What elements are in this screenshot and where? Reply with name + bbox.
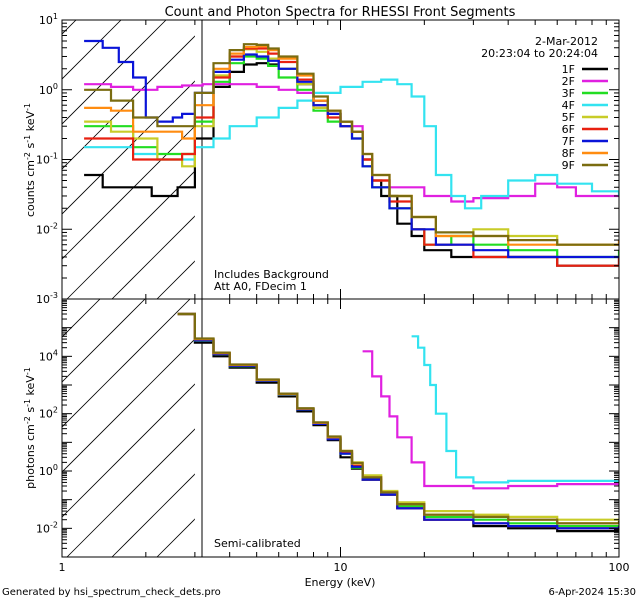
series-4F-count-spectrum (84, 78, 619, 210)
y-tick-label: 100 (39, 82, 58, 97)
hatch-line (427, 0, 640, 299)
date-label: 2-Mar-2012 (535, 35, 598, 48)
series-8F-count-spectrum (84, 45, 619, 246)
x-tick-label: 1 (59, 561, 66, 574)
series-1F-photon-spectrum (177, 312, 619, 533)
hatch-line (427, 157, 640, 557)
photon-y-label-part: s (24, 407, 37, 416)
y-tick-label: 100 (39, 463, 58, 478)
photon-annotation-calibration: Semi-calibrated (214, 537, 301, 550)
photon-y-label-part: photons cm (24, 424, 37, 489)
x-ticks: 1 10 100 (59, 20, 630, 574)
hatch-line (62, 299, 146, 383)
photon-hatch-region (0, 157, 640, 557)
legend-label-3F: 3F (562, 87, 575, 100)
hatch-line (382, 0, 640, 299)
hatch-line (62, 35, 195, 170)
hatch-line (202, 157, 602, 557)
y-tick-label: 10-2 (36, 221, 58, 236)
count-y-axis-label: counts cm-2 s-1 keV-1 (23, 103, 38, 217)
hatch-line (292, 157, 640, 557)
y-tick-label: 102 (39, 406, 58, 421)
y-tick-label: 10-2 (36, 520, 58, 535)
hatch-line (66, 170, 195, 299)
photon-series-group (177, 312, 619, 533)
series-2F-photon-spectrum (362, 350, 619, 490)
chart-title: Count and Photon Spectra for RHESSI Fron… (165, 5, 516, 20)
count-y-label-part: counts cm (24, 160, 37, 217)
time-range-label: 20:23:04 to 20:24:04 (481, 47, 598, 60)
series-2F-count-spectrum (84, 83, 619, 203)
hatch-line (0, 157, 152, 557)
hatch-line (62, 299, 191, 428)
count-annotation-attenuator: Att A0, FDecim 1 (214, 280, 307, 293)
count-y-label-part: keV (24, 111, 37, 135)
count-y-ticks: 10-3 10-2 10-1 100 101 (36, 12, 619, 306)
count-y-label-sup: -1 (23, 103, 32, 111)
series-4F-photon-spectrum (411, 335, 619, 484)
count-y-label-part: s (24, 142, 37, 151)
series-9F-photon-spectrum (177, 312, 619, 525)
legend-label-4F: 4F (562, 99, 575, 112)
y-tick-label: 10-1 (36, 152, 58, 167)
photon-y-axis-label: photons cm-2 s-1 keV-1 (23, 367, 38, 489)
y-tick-label: 104 (39, 348, 58, 363)
x-axis-label: Energy (keV) (305, 576, 376, 589)
count-annotation-background: Includes Background (214, 268, 329, 281)
hatch-line (62, 80, 195, 215)
count-series-group (84, 39, 619, 267)
count-y-label-sup: -2 (23, 152, 32, 160)
hatch-line (66, 428, 195, 557)
y-tick-label: 10-3 (36, 291, 58, 306)
photon-y-ticks: 10-2 100 102 104 (36, 298, 619, 558)
series-9F-count-spectrum (84, 43, 619, 246)
hatch-line (111, 473, 195, 557)
legend-label-6F: 6F (562, 123, 575, 136)
photon-y-label-sup: -1 (23, 367, 32, 375)
legend-label-8F: 8F (562, 147, 575, 160)
hatch-line (337, 157, 640, 557)
hatch-line (247, 157, 640, 557)
legend-label-7F: 7F (562, 135, 575, 148)
series-5F-count-spectrum (84, 48, 619, 246)
hatch-line (156, 260, 195, 299)
photon-plot-frame (61, 298, 620, 558)
photon-y-label-sup: -1 (23, 399, 32, 407)
footer-timestamp: 6-Apr-2024 15:30 (549, 587, 636, 598)
x-tick-label: 10 (334, 561, 348, 574)
legend-label-1F: 1F (562, 63, 575, 76)
hatch-line (62, 20, 167, 125)
photon-y-label-sup: -2 (23, 416, 32, 424)
y-tick-label: 101 (39, 12, 58, 27)
hatch-line (62, 338, 195, 473)
series-7F-count-spectrum (84, 39, 619, 259)
x-tick-label: 100 (609, 561, 630, 574)
hatch-line (0, 0, 107, 299)
hatch-line (62, 383, 195, 518)
count-y-label-sup: -1 (23, 135, 32, 143)
footer-generator: Generated by hsi_spectrum_check_dets.pro (2, 587, 221, 598)
hatch-line (111, 215, 195, 299)
photon-y-label-part: keV (24, 375, 37, 399)
legend-label-5F: 5F (562, 111, 575, 124)
count-hatch-region (0, 0, 640, 299)
hatch-line (0, 0, 152, 299)
hatch-line (62, 125, 195, 260)
legend-label-2F: 2F (562, 75, 575, 88)
legend-label-9F: 9F (562, 159, 575, 172)
